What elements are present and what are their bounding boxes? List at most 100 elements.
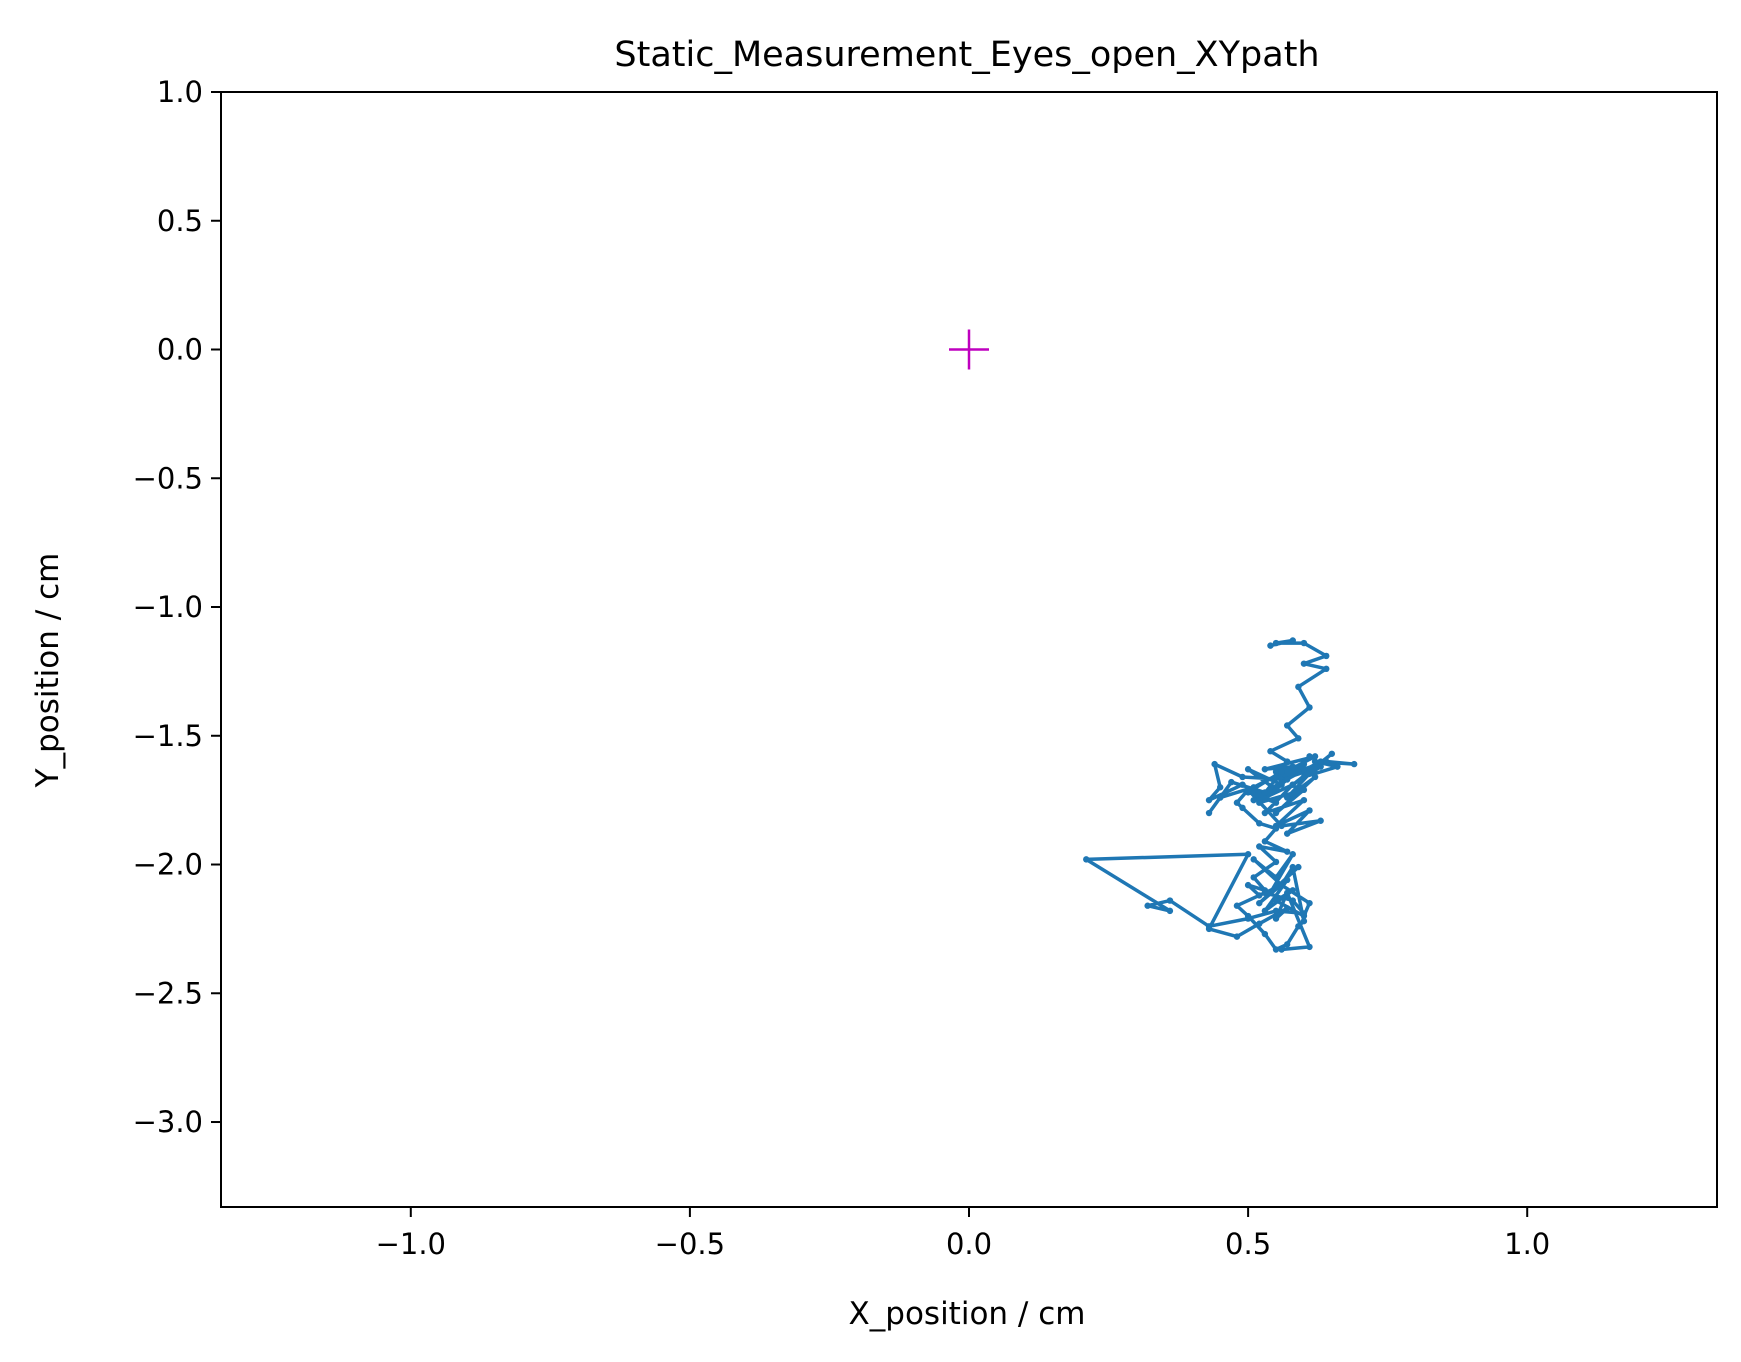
- xy-path-point: [1295, 683, 1302, 691]
- xy-path-point: [1261, 889, 1269, 897]
- xy-path-point: [1272, 639, 1280, 647]
- y-tick-label: −3.0: [133, 1105, 203, 1139]
- origin-marker: [949, 329, 989, 370]
- xy-path-point: [1256, 892, 1263, 899]
- xy-path-point: [1283, 876, 1291, 884]
- xy-path-point: [1323, 758, 1330, 765]
- xy-path-point: [1256, 820, 1263, 827]
- xy-path-point: [1261, 766, 1269, 773]
- xy-path-point: [1289, 781, 1296, 788]
- xy-path-point: [1306, 899, 1313, 907]
- xy-path-point: [1311, 758, 1319, 765]
- xy-path-point: [1283, 830, 1291, 837]
- xy-path-point: [1289, 763, 1296, 770]
- xy-path-point: [1278, 881, 1285, 889]
- xy-path-point: [1228, 778, 1235, 786]
- xy-path-point: [1323, 665, 1330, 673]
- y-tick-label: 0.0: [157, 333, 203, 367]
- xy-path-point: [1289, 637, 1296, 644]
- y-tick-label: −0.5: [133, 461, 203, 495]
- xy-path-point: [1272, 907, 1280, 915]
- xy-path-point: [1317, 758, 1324, 765]
- xy-path-point: [1283, 905, 1291, 912]
- y-tick-label: −1.0: [133, 590, 203, 624]
- xy-path-point: [1300, 773, 1308, 781]
- xy-path-point: [1283, 776, 1291, 783]
- xy-path-point: [1205, 796, 1213, 804]
- xy-path-point: [1261, 838, 1269, 845]
- xy-path-point: [1306, 753, 1313, 760]
- xy-path-point: [1289, 863, 1296, 871]
- xy-path-point: [1239, 773, 1246, 781]
- xy-path-point: [1295, 863, 1302, 871]
- xy-path-point: [1267, 642, 1274, 649]
- xy-path-point: [1256, 796, 1263, 804]
- xy-path-point: [1300, 660, 1308, 667]
- y-tick-label: −1.5: [133, 719, 203, 753]
- xy-path-point: [1256, 843, 1263, 850]
- xy-path-point: [1250, 784, 1257, 791]
- xy-path-point: [1166, 897, 1174, 904]
- xy-path-point: [1272, 858, 1280, 866]
- xy-path-point: [1144, 902, 1151, 909]
- xy-path-point: [1283, 941, 1291, 948]
- xy-path-point: [1244, 851, 1252, 858]
- xy-path-point: [1289, 897, 1296, 904]
- plot-frame: [220, 91, 1718, 1208]
- xy-path-point: [1283, 722, 1291, 729]
- xy-path-point: [1323, 652, 1330, 660]
- xy-path-point: [1311, 753, 1319, 760]
- xy-path-point: [1278, 778, 1285, 786]
- xy-path-point: [1244, 766, 1252, 773]
- xy-path-point: [1239, 804, 1246, 812]
- series-layer: [949, 329, 1358, 953]
- xy-path-point: [1289, 887, 1296, 894]
- xy-path-point: [1233, 902, 1241, 909]
- xy-path-point: [1300, 639, 1308, 647]
- xy-path-point: [1295, 768, 1302, 776]
- xy-path-point: [1216, 784, 1224, 791]
- xy-path-point: [1300, 796, 1308, 804]
- x-axis-ticks: −1.0 −0.5 0.0 0.5 1.0: [376, 1207, 1550, 1261]
- xy-path-point: [1272, 825, 1280, 832]
- xy-path-point: [1233, 799, 1241, 806]
- xy-path-point: [1334, 763, 1341, 770]
- y-tick-label: −2.0: [133, 848, 203, 882]
- xy-path-point: [1317, 763, 1324, 770]
- xy-path-point: [1256, 899, 1263, 907]
- xy-path-point: [1244, 881, 1252, 889]
- xy-path-point: [1244, 915, 1252, 922]
- xy-path-point: [1272, 773, 1280, 781]
- xy-path-point: [1278, 822, 1285, 830]
- chart-title: Static_Measurement_Eyes_open_XYpath: [614, 35, 1319, 75]
- xy-path-point: [1166, 907, 1174, 915]
- xy-path-point: [1283, 848, 1291, 855]
- xy-path-point: [1216, 794, 1224, 801]
- y-tick-label: −2.5: [133, 976, 203, 1010]
- xy-path-point: [1261, 809, 1269, 817]
- xy-path-point: [1083, 856, 1090, 863]
- x-tick-label: 0.5: [1225, 1227, 1271, 1261]
- xy-path-point: [1300, 786, 1308, 794]
- xy-path-point: [1317, 817, 1324, 824]
- xy-path-point: [1239, 781, 1246, 788]
- x-tick-label: 1.0: [1504, 1227, 1550, 1261]
- xy-path-point: [1283, 758, 1291, 765]
- xy-path-point: [1272, 897, 1280, 904]
- xy-path-point: [1233, 933, 1241, 940]
- x-axis-label: X_position / cm: [849, 1296, 1086, 1332]
- y-tick-label: 1.0: [157, 75, 203, 109]
- xy-path-point: [1272, 915, 1280, 922]
- xy-path-point: [1300, 760, 1308, 768]
- xy-path-point: [1261, 789, 1269, 796]
- xy-path-point: [1300, 766, 1308, 773]
- xy-path-point: [1295, 923, 1302, 930]
- x-tick-label: −0.5: [655, 1227, 725, 1261]
- xy-path-point: [1272, 768, 1280, 776]
- xy-path-point: [1272, 786, 1280, 794]
- xy-path-point: [1250, 856, 1257, 863]
- xy-path-point: [1328, 750, 1336, 757]
- y-tick-label: 0.5: [157, 204, 203, 238]
